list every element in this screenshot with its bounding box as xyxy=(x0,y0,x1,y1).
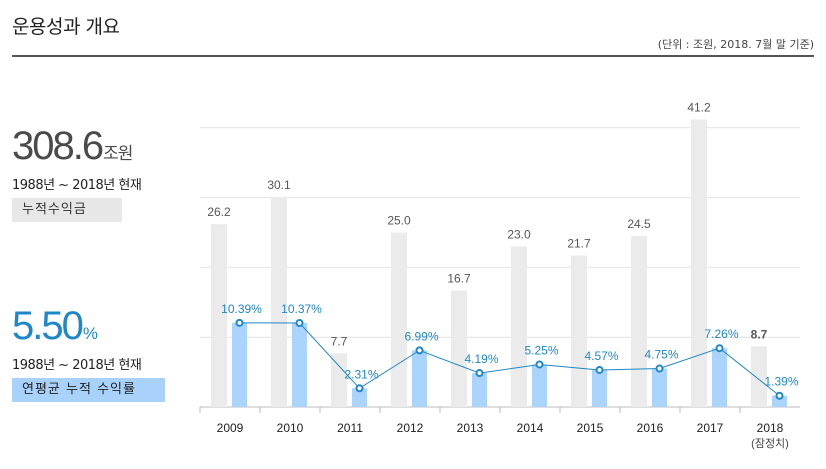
cumulative-return-label: 누적수익금 xyxy=(12,198,122,222)
annual-avg-return-unit: % xyxy=(82,324,98,343)
value-label: 7.7 xyxy=(331,334,348,348)
value-bar xyxy=(511,246,527,407)
annual-avg-period: 1988년 ~ 2018년 현재 xyxy=(12,358,142,373)
return-label: 4.75% xyxy=(644,348,678,362)
x-tick-label: 2009 xyxy=(217,421,244,435)
annual-avg-return-number: 5.50 xyxy=(12,304,84,348)
return-bar xyxy=(592,369,607,407)
x-tick-label: 2010 xyxy=(277,421,304,435)
return-bar xyxy=(472,373,487,407)
value-bar xyxy=(751,346,767,407)
return-bar xyxy=(292,323,307,407)
annual-avg-return-value: 5.50% xyxy=(12,304,98,349)
return-label: 2.31% xyxy=(344,367,378,381)
value-bar xyxy=(211,224,227,407)
x-tick-label: 2015 xyxy=(577,421,604,435)
value-label: 41.2 xyxy=(687,100,711,114)
return-point xyxy=(475,369,484,378)
cumulative-return-unit: 조원 xyxy=(103,144,133,163)
return-bar xyxy=(412,350,427,407)
return-label: 4.57% xyxy=(584,349,618,363)
x-tick-label: 2012 xyxy=(397,421,424,435)
return-point xyxy=(355,384,364,393)
return-label: 4.19% xyxy=(464,352,498,366)
return-bar xyxy=(532,364,547,407)
value-bar xyxy=(451,290,467,407)
unit-note: (단위 : 조원, 2018. 7월 말 기준) xyxy=(657,38,814,51)
return-label: 10.39% xyxy=(221,302,262,316)
value-label: 25.0 xyxy=(387,214,411,228)
value-bar xyxy=(631,235,647,407)
value-label: 24.5 xyxy=(627,217,651,231)
value-bar xyxy=(571,255,587,407)
x-tick-label: 2013 xyxy=(457,421,484,435)
return-label: 10.37% xyxy=(281,302,322,316)
page-title: 운용성과 개요 xyxy=(12,16,120,38)
return-point xyxy=(655,364,664,373)
return-point xyxy=(595,365,604,374)
x-tick-label: 2014 xyxy=(517,421,544,435)
value-label: 8.7 xyxy=(751,327,768,341)
value-label: 16.7 xyxy=(447,271,471,285)
return-label: 5.25% xyxy=(524,343,558,357)
value-label: 23.0 xyxy=(507,227,531,241)
return-point xyxy=(235,318,244,327)
cumulative-period: 1988년 ~ 2018년 현재 xyxy=(12,178,142,193)
cumulative-return-value: 308.6조원 xyxy=(12,124,133,169)
return-bar xyxy=(772,395,787,407)
return-point xyxy=(415,346,424,355)
return-point xyxy=(295,319,304,328)
x-tick-label: 2017 xyxy=(697,421,724,435)
return-bar xyxy=(712,348,727,407)
cumulative-return-number: 308.6 xyxy=(12,124,104,168)
value-label: 30.1 xyxy=(267,178,291,192)
return-point xyxy=(535,360,544,369)
return-label: 6.99% xyxy=(404,329,438,343)
return-bar xyxy=(352,388,367,407)
x-tick-label: 2016 xyxy=(637,421,664,435)
value-bar xyxy=(331,353,347,407)
return-point xyxy=(775,391,784,400)
return-bar xyxy=(232,322,247,407)
value-bar xyxy=(691,119,707,407)
x-tick-label: 2011 xyxy=(337,421,363,435)
return-line xyxy=(239,322,780,397)
return-label: 1.39% xyxy=(764,375,798,389)
value-label: 21.7 xyxy=(567,237,591,251)
value-label: 26.2 xyxy=(207,205,231,219)
annual-avg-return-label: 연평균 누적 수익률 xyxy=(12,378,165,402)
return-bar xyxy=(652,368,667,407)
x-tick-note: (잠정치) xyxy=(751,437,789,450)
title-divider xyxy=(12,55,814,57)
x-tick-label: 2018 xyxy=(757,421,784,435)
return-point xyxy=(715,344,724,353)
value-bar xyxy=(271,196,287,407)
value-bar xyxy=(391,232,407,407)
return-label: 7.26% xyxy=(704,327,738,341)
